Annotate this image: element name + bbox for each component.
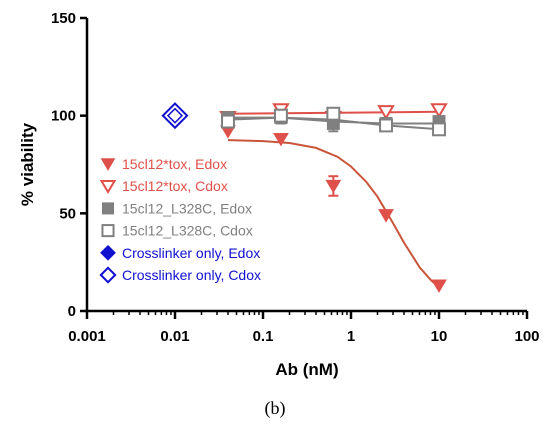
y-tick-label: 0 bbox=[68, 303, 76, 320]
legend-marker bbox=[100, 244, 116, 261]
legend-item: 15cl12_L328C, Edox bbox=[101, 200, 252, 216]
data-point bbox=[221, 114, 235, 129]
x-tick-label: 1 bbox=[347, 328, 355, 345]
x-tick-label: 0.01 bbox=[160, 328, 189, 345]
data-point bbox=[274, 108, 288, 123]
x-tick-label: 100 bbox=[514, 328, 539, 345]
legend-label: Crosslinker only, Cdox bbox=[122, 267, 261, 283]
legend-marker bbox=[99, 266, 117, 284]
y-axis-title: % viability bbox=[18, 122, 37, 206]
data-point bbox=[325, 179, 342, 194]
x-tick-label: 10 bbox=[431, 328, 448, 345]
legend-marker bbox=[99, 180, 117, 195]
legend-label: 15cl12*tox, Cdox bbox=[122, 178, 228, 194]
legend-label: Crosslinker only, Edox bbox=[122, 245, 260, 261]
data-point bbox=[379, 118, 393, 133]
x-tick-label: 0.1 bbox=[253, 328, 274, 345]
legend: 15cl12*tox, Edox 15cl12*tox, Cdox 15cl12_L… bbox=[99, 156, 261, 284]
legend-item: 15cl12*tox, Edox bbox=[100, 156, 227, 172]
data-point bbox=[273, 133, 289, 147]
y-tick-label: 150 bbox=[51, 10, 76, 27]
data-point bbox=[377, 105, 395, 121]
fit-curve bbox=[227, 139, 440, 289]
legend-item: Crosslinker only, Edox bbox=[100, 244, 260, 261]
legend-marker bbox=[100, 158, 116, 171]
axes: 0 50 100 150 0.001 0.01 0.1 1 10 100 bbox=[51, 10, 540, 345]
legend-label: 15cl12_L328C, Edox bbox=[122, 200, 252, 216]
data-point bbox=[430, 103, 448, 119]
legend-item: 15cl12*tox, Cdox bbox=[99, 178, 228, 195]
legend-label: 15cl12_L328C, Cdox bbox=[122, 223, 253, 239]
legend-item: 15cl12_L328C, Cdox bbox=[101, 223, 253, 239]
fit-curves bbox=[227, 110, 440, 289]
data-points bbox=[161, 102, 448, 293]
data-point bbox=[326, 106, 341, 121]
data-point bbox=[161, 102, 189, 130]
panel-label: (b) bbox=[265, 398, 286, 419]
legend-marker bbox=[101, 202, 115, 215]
legend-marker bbox=[101, 224, 115, 238]
data-point bbox=[431, 279, 447, 293]
x-axis-title: Ab (nM) bbox=[275, 360, 338, 379]
legend-label: 15cl12*tox, Edox bbox=[122, 156, 227, 172]
data-point bbox=[432, 122, 446, 137]
data-point-inner bbox=[166, 107, 184, 124]
x-tick-label: 0.001 bbox=[68, 328, 106, 345]
y-tick-label: 50 bbox=[59, 205, 76, 222]
y-tick-label: 100 bbox=[51, 108, 76, 125]
legend-item: Crosslinker only, Cdox bbox=[99, 266, 261, 284]
data-point bbox=[378, 209, 394, 223]
